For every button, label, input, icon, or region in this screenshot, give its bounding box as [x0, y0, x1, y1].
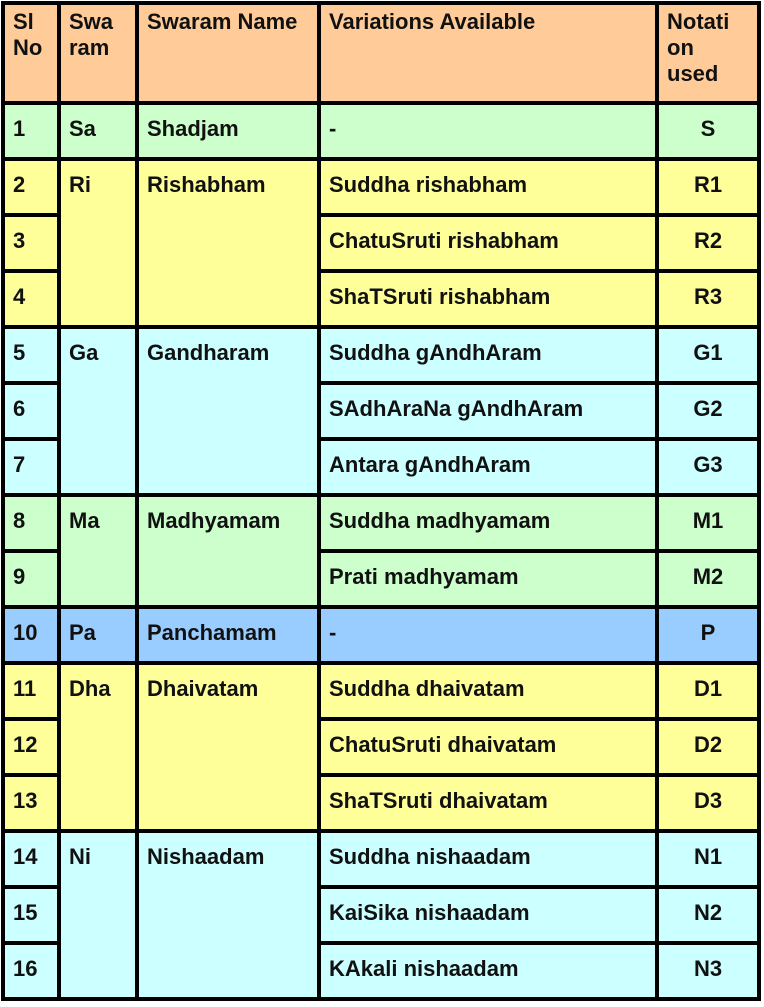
notation-cell: G3	[655, 437, 761, 497]
sl-no-cell: 13	[1, 773, 61, 833]
notation-cell: N3	[655, 941, 761, 1001]
swaram-name-cell: Rishabham	[135, 157, 321, 329]
notation-cell: R2	[655, 213, 761, 273]
sl-no-cell: 8	[1, 493, 61, 553]
variation-cell: Suddha rishabham	[317, 157, 659, 217]
table-row: 11 Dha Dhaivatam Suddha dhaivatam D1	[1, 661, 761, 833]
notation-cell: G1	[655, 325, 761, 385]
notation-cell: D3	[655, 773, 761, 833]
swaram-name-cell: Nishaadam	[135, 829, 321, 1001]
header-swaram: Swa ram	[57, 1, 139, 105]
header-notation: Notati on used	[655, 1, 761, 105]
swaram-name-cell: Gandharam	[135, 325, 321, 497]
sl-no-cell: 10	[1, 605, 61, 665]
header-sl-no: Sl No	[1, 1, 61, 105]
notation-cell: G2	[655, 381, 761, 441]
notation-cell: M1	[655, 493, 761, 553]
notation-cell: S	[655, 101, 761, 161]
table-row: 3 ChatuSruti rishabham R2	[1, 213, 761, 273]
sl-no-cell: 6	[1, 381, 61, 441]
variation-cell: -	[317, 605, 659, 665]
variation-cell: Prati madhyamam	[317, 549, 659, 609]
table-row: 2 Ri Rishabham Suddha rishabham R1	[1, 157, 761, 329]
table-row: 14 Ni Nishaadam Suddha nishaadam N1	[1, 829, 761, 1001]
sl-no-cell: 4	[1, 269, 61, 329]
swaram-cell: Ri	[57, 157, 139, 329]
notation-cell: R1	[655, 157, 761, 217]
sl-no-cell: 3	[1, 213, 61, 273]
variation-cell: SAdhAraNa gAndhAram	[317, 381, 659, 441]
variation-cell: ChatuSruti rishabham	[317, 213, 659, 273]
variation-cell: Antara gAndhAram	[317, 437, 659, 497]
sl-no-cell: 5	[1, 325, 61, 385]
notation-cell: N2	[655, 885, 761, 945]
swaram-name-cell: Dhaivatam	[135, 661, 321, 833]
notation-cell: M2	[655, 549, 761, 609]
swaram-name-cell: Madhyamam	[135, 493, 321, 609]
swaram-cell: Ni	[57, 829, 139, 1001]
variation-cell: KaiSika nishaadam	[317, 885, 659, 945]
swaram-cell: Ga	[57, 325, 139, 497]
sl-no-cell: 7	[1, 437, 61, 497]
variation-cell: Suddha dhaivatam	[317, 661, 659, 721]
sl-no-cell: 11	[1, 661, 61, 721]
notation-cell: P	[655, 605, 761, 665]
sl-no-cell: 12	[1, 717, 61, 777]
swaram-name-cell: Shadjam	[135, 101, 321, 161]
notation-cell: D1	[655, 661, 761, 721]
variation-cell: Suddha nishaadam	[317, 829, 659, 889]
variation-cell: KAkali nishaadam	[317, 941, 659, 1001]
variation-cell: Suddha madhyamam	[317, 493, 659, 553]
swaram-cell: Sa	[57, 101, 139, 161]
swaram-name-cell: Panchamam	[135, 605, 321, 665]
variation-cell: ChatuSruti dhaivatam	[317, 717, 659, 777]
table-row: 5 Ga Gandharam Suddha gAndhAram G1	[1, 325, 761, 497]
header-variations: Variations Available	[317, 1, 659, 105]
table-row: 16 KAkali nishaadam N3	[1, 941, 761, 1001]
header-swaram-name: Swaram Name	[135, 1, 321, 105]
notation-cell: R3	[655, 269, 761, 329]
sl-no-cell: 14	[1, 829, 61, 889]
sl-no-cell: 15	[1, 885, 61, 945]
swaram-cell: Ma	[57, 493, 139, 609]
notation-cell: D2	[655, 717, 761, 777]
swaram-cell: Pa	[57, 605, 139, 665]
table-row: 8 Ma Madhyamam Suddha madhyamam M1	[1, 493, 761, 609]
sl-no-cell: 9	[1, 549, 61, 609]
swaram-cell: Dha	[57, 661, 139, 833]
table-row: 1 Sa Shadjam - S	[1, 101, 761, 161]
variation-cell: ShaTSruti rishabham	[317, 269, 659, 329]
variation-cell: ShaTSruti dhaivatam	[317, 773, 659, 833]
table-row: 10 Pa Panchamam - P	[1, 605, 761, 665]
notation-cell: N1	[655, 829, 761, 889]
header-row: Sl No Swa ram Swaram Name Variations Ava…	[1, 1, 761, 105]
sl-no-cell: 16	[1, 941, 61, 1001]
variation-cell: Suddha gAndhAram	[317, 325, 659, 385]
variation-cell: -	[317, 101, 659, 161]
sl-no-cell: 1	[1, 101, 61, 161]
sl-no-cell: 2	[1, 157, 61, 217]
